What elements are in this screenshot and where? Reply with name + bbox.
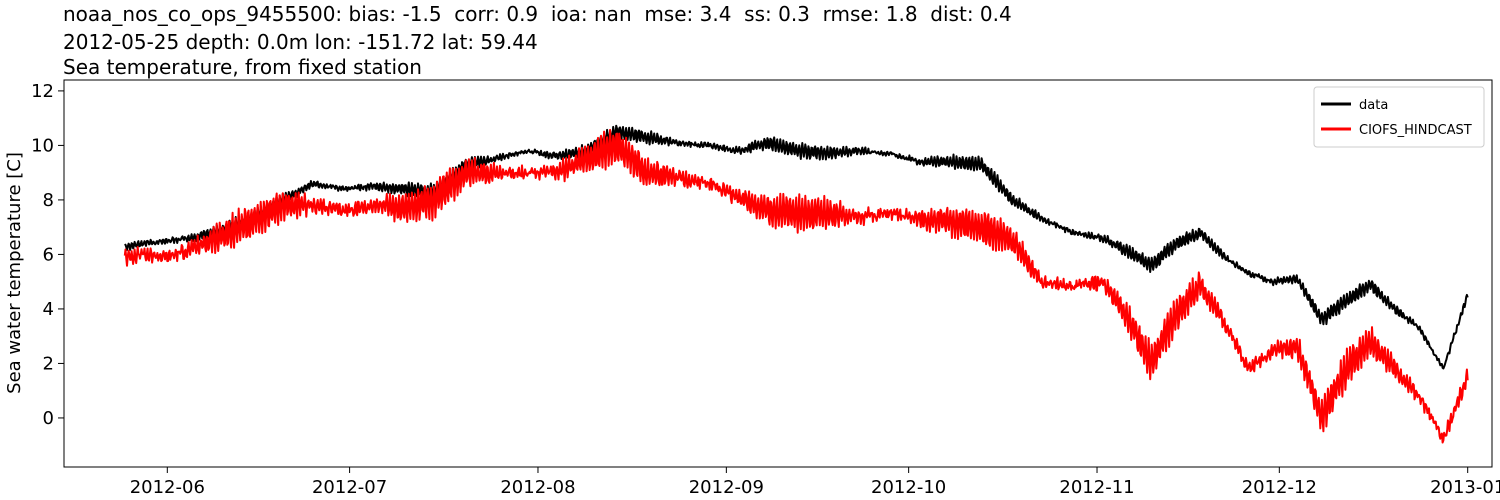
axes-layer: 2012-06 2012-07 2012-08 2012-09 2012-10 2012-… bbox=[31, 81, 1500, 498]
series-layer bbox=[123, 124, 1469, 444]
x-tick-label: 2012-08 bbox=[500, 477, 575, 498]
plot-frame bbox=[63, 79, 1493, 468]
y-axis-label: Sea water temperature [C] bbox=[4, 152, 25, 394]
x-tick-label: 2012-06 bbox=[130, 477, 205, 498]
y-tick-label: 4 bbox=[43, 299, 54, 320]
y-tick-label: 0 bbox=[43, 408, 54, 429]
y-tick-label: 2 bbox=[43, 353, 54, 374]
x-tick-label: 2012-09 bbox=[689, 477, 764, 498]
chart-title-line-1: noaa_nos_co_ops_9455500: bias: -1.5 corr… bbox=[63, 2, 1012, 26]
legend-box bbox=[1313, 86, 1485, 148]
chart-title-line-2: 2012-05-25 depth: 0.0m lon: -151.72 lat:… bbox=[63, 30, 538, 54]
legend-label: CIOFS_HINDCAST bbox=[1359, 123, 1472, 138]
chart-title-line-3: Sea temperature, from fixed station bbox=[63, 55, 422, 79]
series-line-ciofs-hindcast bbox=[123, 128, 1469, 444]
y-tick-label: 6 bbox=[43, 244, 54, 265]
legend-label: data bbox=[1359, 98, 1388, 113]
series-line-data bbox=[124, 124, 1469, 370]
x-tick-label: 2012-10 bbox=[871, 477, 946, 498]
x-tick-label: 2012-07 bbox=[312, 477, 387, 498]
x-tick-label: 2013-01 bbox=[1430, 477, 1500, 498]
x-tick-label: 2012-12 bbox=[1242, 477, 1317, 498]
y-tick-label: 10 bbox=[31, 135, 54, 156]
x-tick-label: 2012-11 bbox=[1059, 477, 1134, 498]
legend: data CIOFS_HINDCAST bbox=[1313, 86, 1485, 148]
y-tick-label: 8 bbox=[43, 190, 54, 211]
y-tick-label: 12 bbox=[31, 81, 54, 102]
